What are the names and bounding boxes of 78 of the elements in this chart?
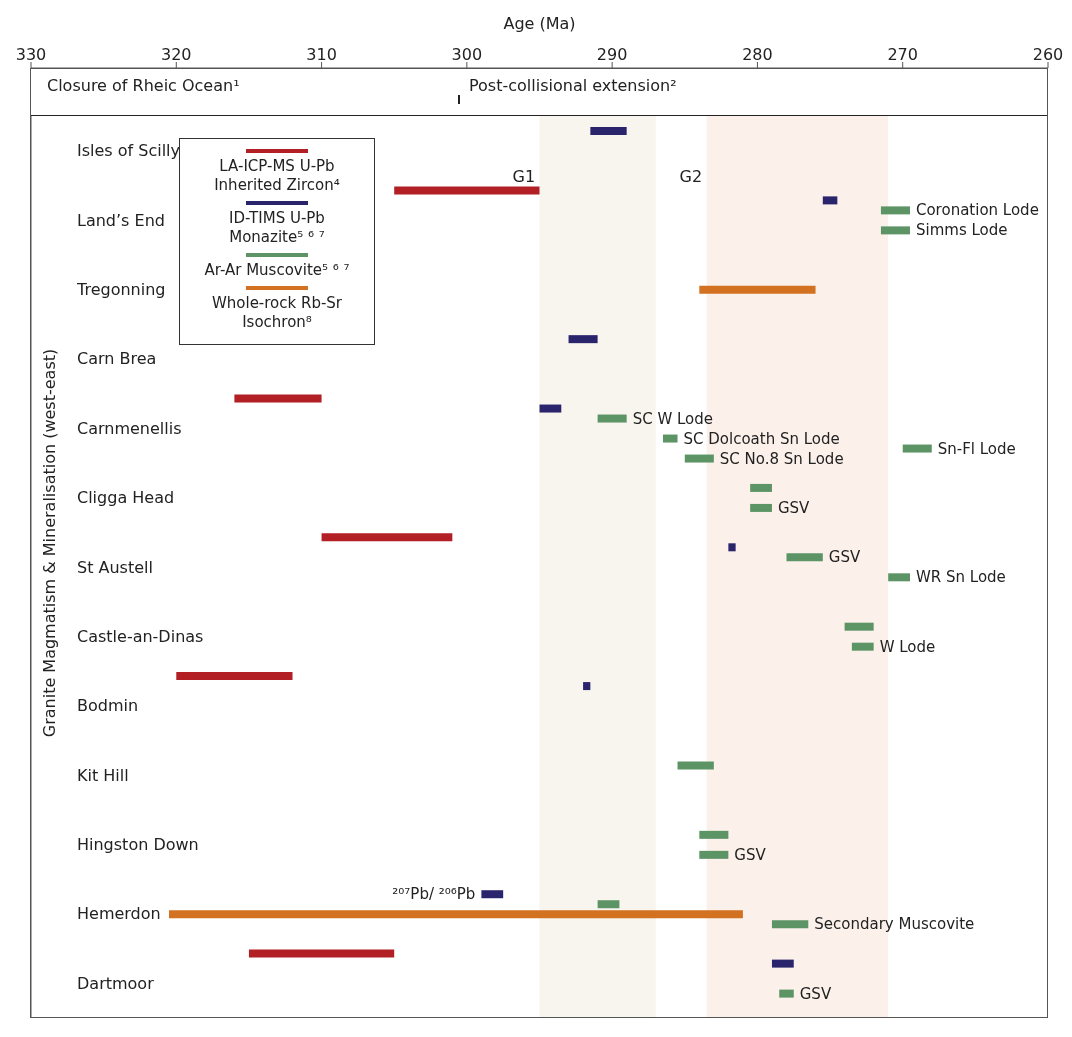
bar [583, 682, 591, 691]
bar [394, 186, 540, 195]
bar [750, 503, 772, 512]
y-tick-label: Isles of Scilly [77, 141, 181, 161]
bar [699, 285, 816, 294]
annotation: GSV [734, 845, 767, 864]
legend-label: ID-TIMS U-Pb Monazite⁵ ⁶ ⁷ [228, 209, 326, 247]
bar [771, 959, 794, 968]
bar [779, 989, 794, 998]
annotation: GSV [828, 548, 861, 567]
y-tick-label: Bodmin [77, 696, 139, 716]
y-tick-label: Kit Hill [77, 765, 129, 785]
legend-label: Whole-rock Rb-Sr Isochron⁸ [210, 294, 344, 332]
annotation: WR Sn Lode [915, 568, 1006, 587]
x-tick-label: 310 [306, 45, 337, 64]
y-tick-label: Carn Brea [77, 349, 157, 369]
x-tick-label: 280 [742, 45, 773, 64]
annotation: Sn-Fl Lode [937, 439, 1016, 458]
text: Post-collisional extension² [469, 76, 677, 95]
bar [822, 196, 838, 205]
bar [662, 434, 678, 443]
annotation: ²⁰⁷Pb/ ²⁰⁶Pb [392, 885, 476, 904]
bar [844, 622, 874, 631]
y-tick-label: Dartmoor [77, 973, 155, 993]
y-tick-label: Land’s End [77, 210, 165, 230]
band-label: G1 [512, 167, 536, 187]
x-tick-label: 290 [596, 45, 628, 64]
bar [677, 761, 714, 770]
bar [481, 890, 504, 899]
bar [169, 910, 743, 919]
bar [699, 830, 729, 839]
bar [590, 127, 627, 135]
bar [234, 394, 322, 403]
annotation: SC No.8 Sn Lode [719, 449, 844, 468]
bar [771, 920, 809, 929]
legend-label: Ar-Ar Muscovite⁵ ⁶ ⁷ [203, 261, 351, 280]
y-tick-label: St Austell [77, 557, 153, 577]
x-axis-title: Age (Ma) [503, 14, 576, 34]
bar [851, 642, 874, 651]
bar [248, 949, 395, 958]
x-tick-label: 300 [451, 45, 483, 64]
x-tick-label: 330 [15, 45, 47, 64]
y-axis-title: Granite Magmatism & Mineralisation (west-east) [39, 348, 59, 738]
x-tick-label: 320 [161, 45, 192, 64]
band-label: G2 [679, 167, 703, 187]
bar [880, 206, 910, 215]
y-tick-label: Tregonning [76, 279, 166, 299]
bar [597, 414, 627, 423]
annotation: GSV [799, 984, 832, 1003]
bar [699, 850, 729, 859]
annotation: W Lode [879, 637, 936, 656]
bar [728, 543, 736, 552]
y-tick-label: Cligga Head [77, 488, 175, 508]
text: Closure of Rheic Ocean¹ [47, 76, 240, 95]
bar [176, 672, 293, 681]
bar [684, 454, 714, 463]
annotation: SC W Lode [632, 409, 714, 428]
y-tick-label: Hemerdon [77, 904, 161, 924]
bar [568, 335, 598, 344]
x-tick-label: 260 [1032, 45, 1064, 64]
bar [750, 483, 772, 492]
legend-label: LA-ICP-MS U-Pb Inherited Zircon⁴ [213, 157, 341, 195]
bar [786, 553, 823, 562]
x-tick-label: 270 [887, 45, 918, 64]
y-tick-label: Carnmenellis [77, 418, 182, 438]
y-tick-label: Castle-an-Dinas [77, 626, 204, 646]
bar [539, 404, 562, 413]
bar [888, 573, 910, 582]
annotation: Coronation Lode [915, 201, 1039, 220]
y-tick-label: Hingston Down [77, 835, 199, 855]
bar [597, 900, 620, 909]
annotation: Secondary Muscovite [814, 915, 975, 934]
bar [321, 533, 453, 542]
bar [880, 226, 910, 235]
bar [902, 444, 932, 453]
annotation: Simms Lode [915, 221, 1008, 240]
annotation: GSV [777, 498, 811, 517]
annotation: SC Dolcoath Sn Lode [683, 429, 840, 448]
